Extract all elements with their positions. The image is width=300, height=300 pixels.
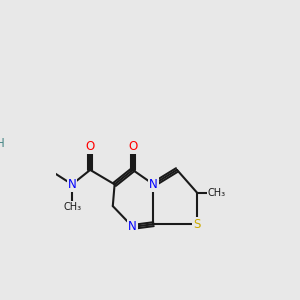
Text: S: S [193,218,201,231]
Text: O: O [128,140,137,153]
Text: CH₃: CH₃ [63,202,81,212]
Text: N: N [149,178,158,191]
Text: N: N [128,220,137,233]
Text: O: O [85,140,95,153]
Text: CH₃: CH₃ [208,188,226,197]
Text: N: N [68,178,76,191]
Text: H: H [0,137,5,150]
